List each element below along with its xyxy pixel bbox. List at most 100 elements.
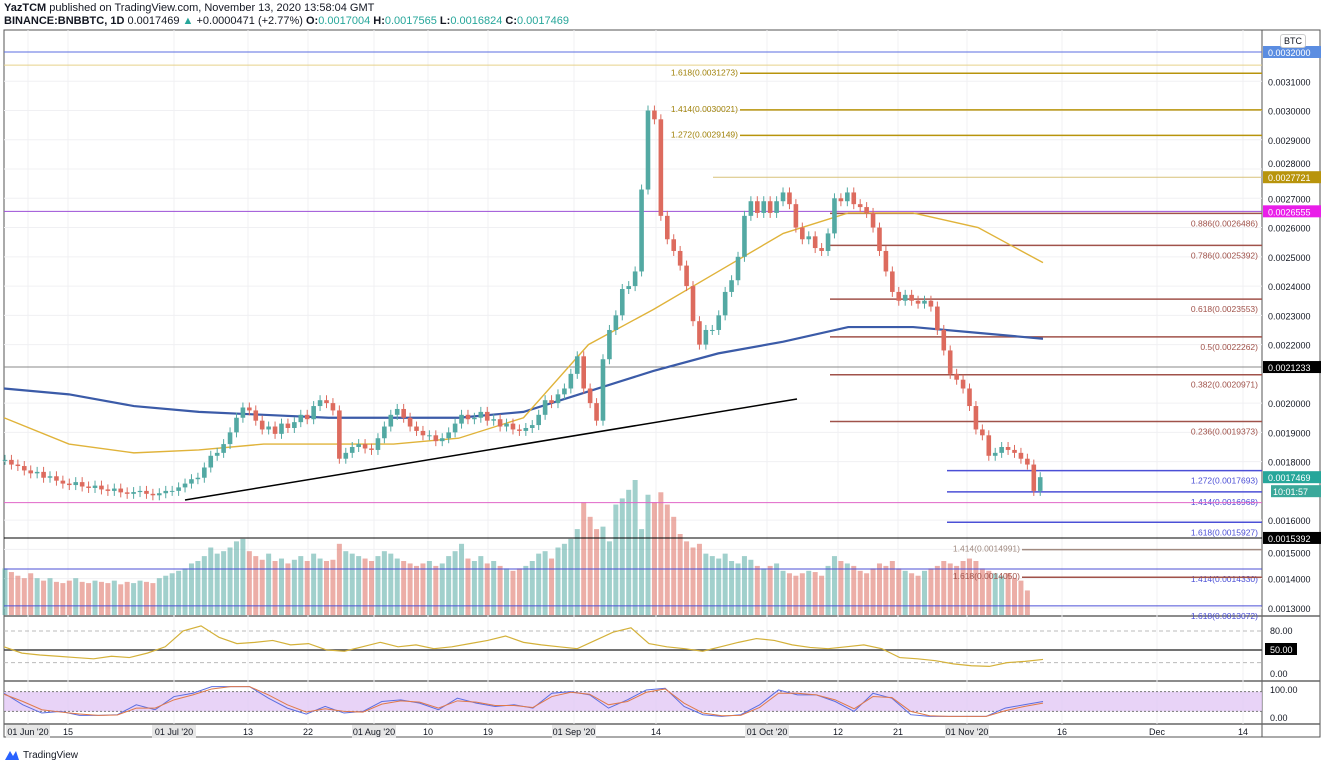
candle-body — [517, 429, 522, 431]
volume-bar — [960, 561, 966, 615]
date-tick-label: 14 — [1238, 727, 1248, 737]
candle-body — [902, 294, 908, 301]
price-tag — [1263, 531, 1321, 544]
candle-body — [247, 407, 252, 411]
date-tick-label: 12 — [833, 727, 843, 737]
volume-bar — [176, 570, 182, 615]
candle-body — [967, 388, 972, 407]
level-label: 0.618(0.0023553) — [1191, 304, 1258, 314]
candle-body — [562, 388, 567, 395]
volume-bar — [394, 558, 400, 615]
candle-body — [870, 212, 876, 228]
candle-body — [15, 464, 21, 467]
date-tick-highlight — [152, 725, 196, 738]
volume-bar — [8, 572, 14, 615]
volume-bar — [748, 559, 754, 615]
volume-bar — [677, 534, 683, 615]
candle-body — [780, 192, 786, 202]
stoch-band — [4, 691, 1262, 712]
date-tick-label: 01 Jun '20 — [7, 727, 48, 737]
volume-bar — [716, 558, 722, 615]
volume-bar — [780, 570, 786, 615]
volume-bar — [729, 561, 735, 615]
candle-body — [1005, 447, 1011, 450]
candle-body — [176, 487, 181, 491]
volume-bar — [606, 541, 612, 615]
candle-body — [890, 271, 895, 292]
candle-body — [1037, 477, 1043, 491]
candle-body — [767, 201, 773, 213]
volume-bar — [375, 556, 381, 615]
candle-body — [317, 400, 323, 407]
volume-bar — [195, 561, 201, 615]
candle-body — [536, 414, 541, 426]
candle-body — [639, 189, 644, 272]
volume-bar — [664, 504, 670, 615]
volume-bar — [921, 570, 927, 615]
volume-bar — [516, 568, 522, 615]
candle-body — [92, 485, 98, 488]
candle-body — [112, 488, 117, 491]
candle-body — [677, 250, 683, 266]
volume-bar — [143, 581, 149, 615]
candle-body — [234, 417, 239, 433]
volume-bar — [613, 504, 619, 615]
candle-body — [510, 423, 516, 430]
candle-body — [600, 359, 606, 421]
candle-body — [980, 429, 985, 436]
candle-body — [812, 236, 818, 249]
volume-bar — [819, 575, 825, 615]
volume-bar — [278, 558, 284, 615]
volume-bar — [66, 580, 72, 615]
volume-bar — [439, 563, 445, 615]
volume-bar — [317, 558, 323, 615]
candle-body — [793, 204, 799, 228]
volume-bar — [896, 568, 902, 615]
candle-body — [169, 490, 175, 492]
candle-body — [131, 492, 136, 494]
volume-bar — [876, 563, 882, 615]
candle-body — [394, 408, 400, 415]
symbol[interactable]: BINANCE:BNBBTC, 1D — [4, 15, 125, 27]
candle-body — [298, 414, 304, 423]
currency-label[interactable]: BTC — [1280, 34, 1306, 48]
volume-bar — [574, 529, 580, 615]
volume-bar — [53, 581, 59, 615]
candle-body — [935, 306, 940, 330]
level-label: 0.786(0.0025392) — [1191, 250, 1258, 260]
candle-body — [157, 493, 162, 496]
volume-bar — [343, 551, 349, 615]
date-tick-label: 01 Jul '20 — [155, 727, 193, 737]
candle-body — [79, 482, 85, 487]
price-tag-label: 0.0026555 — [1268, 207, 1311, 217]
candle-body — [857, 204, 863, 208]
date-tick-highlight — [945, 725, 989, 738]
candle-body — [922, 300, 927, 304]
candle-body — [800, 227, 805, 240]
volume-bar — [478, 556, 484, 615]
candle-body — [947, 350, 953, 374]
volume-bar — [34, 578, 40, 615]
candle-body — [349, 447, 355, 453]
ma-fast-line — [3, 212, 1044, 454]
level-label: 1.618(0.0015927) — [1191, 527, 1258, 537]
candle-body — [568, 373, 574, 389]
candle-body — [774, 201, 779, 213]
volume-bar — [47, 578, 53, 615]
volume-bar — [979, 568, 985, 615]
candle-body — [343, 452, 349, 459]
volume-bar — [645, 494, 651, 615]
candle-body — [240, 407, 246, 418]
candle-body — [452, 423, 458, 433]
volume-bar — [433, 565, 439, 615]
candle-body — [697, 321, 702, 345]
up-triangle-icon: ▲ — [182, 15, 194, 27]
candle-body — [420, 430, 426, 436]
volume-bar — [1005, 573, 1011, 615]
volume-bar — [934, 565, 940, 615]
level-label: 1.414(0.0030021) — [671, 104, 738, 114]
volume-bar — [28, 573, 34, 615]
candle-body — [632, 271, 638, 287]
